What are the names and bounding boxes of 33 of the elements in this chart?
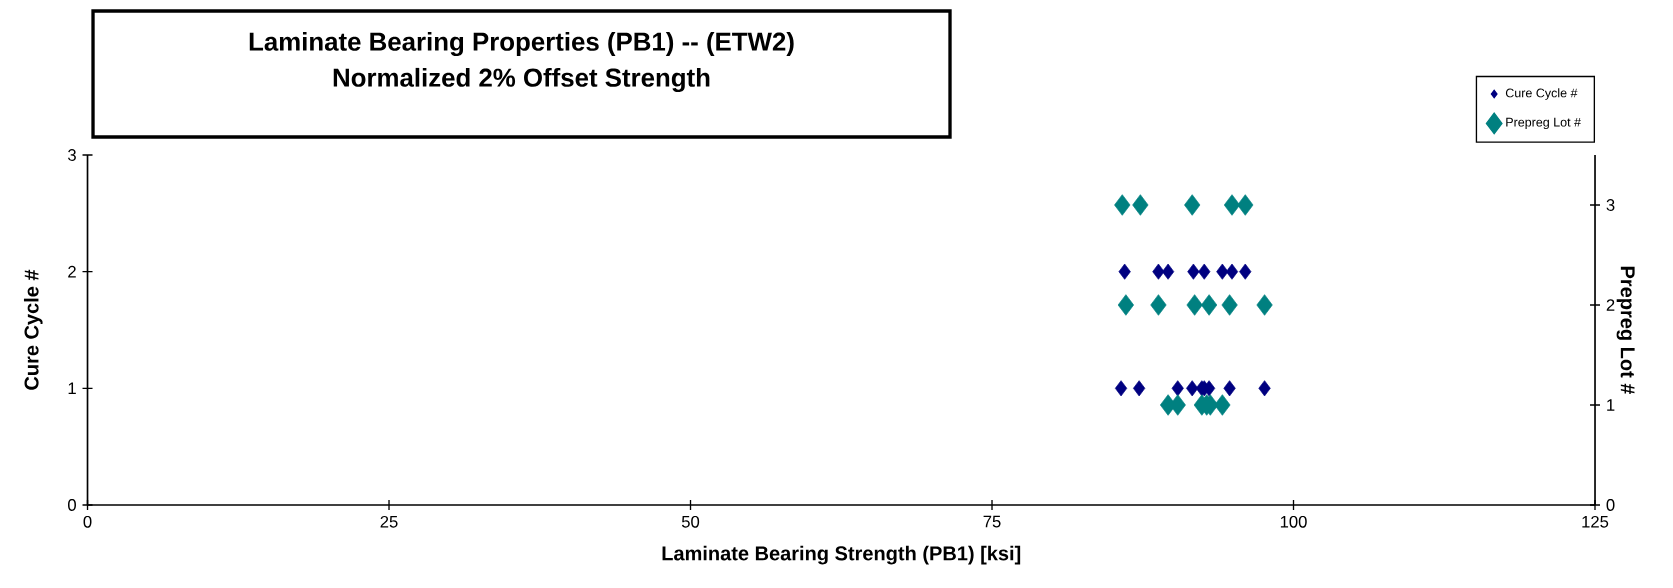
x-tick-label: 75	[983, 515, 1001, 528]
point	[1184, 194, 1201, 216]
y-tick-label: 3	[67, 149, 76, 161]
point	[1214, 394, 1231, 416]
x-tick-label: 0	[83, 515, 92, 528]
x-tick-label: 125	[1582, 515, 1609, 528]
point	[1201, 294, 1218, 316]
y-tick-label: 1	[68, 382, 76, 395]
point	[1223, 194, 1241, 216]
x-tick-label: 100	[1280, 515, 1307, 528]
y2-tick-label: 1	[1607, 399, 1615, 411]
point	[1221, 294, 1238, 316]
point	[1256, 294, 1273, 316]
chart-subtitle: Normalized 2% Offset Strength	[333, 67, 710, 93]
point	[1114, 194, 1131, 216]
point	[1150, 294, 1167, 316]
y2-tick-label: 0	[1606, 499, 1615, 511]
x-tick-label: 25	[380, 515, 398, 528]
y-tick-label: 2	[68, 265, 76, 278]
point	[1117, 294, 1134, 316]
legend-label: Cure Cycle #	[1505, 88, 1578, 100]
legend-label: Prepreg Lot #	[1506, 117, 1581, 130]
x-axis-title: Laminate Bearing Strength (PB1) [ksi]	[662, 545, 1021, 565]
y2-tick-label: 2	[1606, 299, 1615, 311]
chart-title: Laminate Bearing Properties (PB1) -- (ETW2)	[249, 31, 794, 57]
point	[1132, 194, 1149, 216]
y-tick-label: 0	[68, 499, 76, 511]
y2-tick-label: 3	[1606, 199, 1615, 211]
x-tick-label: 50	[681, 515, 700, 528]
y-axis-title: Cure Cycle #	[23, 269, 43, 390]
point	[1186, 294, 1203, 316]
y2-axis-title: Prepreg Lot #	[1616, 266, 1635, 395]
point	[1237, 194, 1254, 216]
